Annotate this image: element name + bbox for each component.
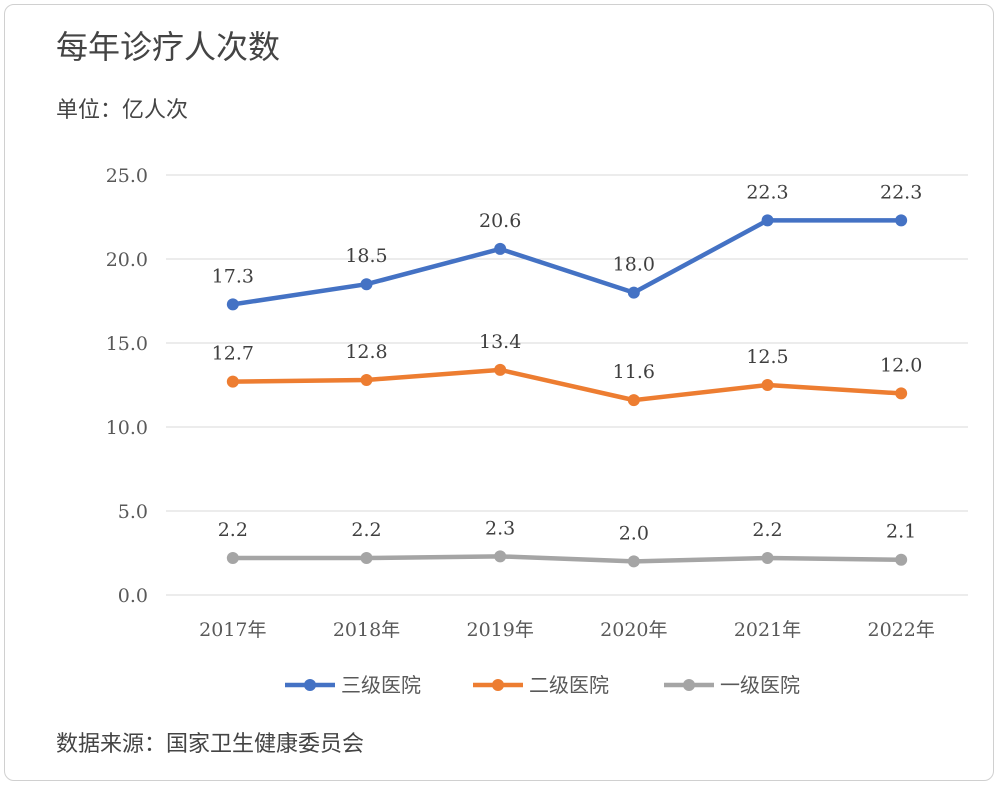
series-line-二级医院 — [232, 367, 902, 403]
data-label: 12.0 — [880, 354, 922, 376]
data-point — [360, 278, 373, 291]
data-label: 12.7 — [212, 343, 254, 365]
data-point — [360, 373, 373, 386]
data-point — [627, 555, 640, 568]
data-label: 18.0 — [613, 254, 655, 276]
x-tick-label: 2019年 — [466, 619, 533, 641]
legend-label: 三级医院 — [341, 673, 421, 697]
y-tick-label: 15.0 — [106, 333, 148, 355]
data-point — [895, 214, 908, 227]
y-tick-label: 10.0 — [106, 417, 148, 439]
x-tick-label: 2017年 — [199, 619, 266, 641]
data-point — [895, 553, 908, 566]
data-point — [360, 552, 373, 565]
x-tick-label: 2022年 — [867, 619, 934, 641]
legend-marker — [304, 679, 316, 691]
y-tick-label: 0.0 — [118, 585, 148, 607]
source-note: 数据来源：国家卫生健康委员会 — [56, 732, 365, 757]
data-label: 13.4 — [479, 331, 521, 353]
data-label: 12.5 — [746, 346, 788, 368]
data-label: 2.0 — [619, 522, 649, 544]
x-tick-label: 2021年 — [734, 619, 801, 641]
data-label: 20.6 — [479, 210, 521, 232]
data-label: 22.3 — [880, 181, 922, 203]
data-label: 2.2 — [351, 519, 381, 541]
data-label: 2.2 — [752, 519, 782, 541]
data-label: 11.6 — [613, 361, 655, 383]
data-label: 2.2 — [218, 519, 248, 541]
data-point — [494, 363, 507, 376]
legend-label: 二级医院 — [529, 673, 609, 697]
y-tick-label: 5.0 — [118, 501, 148, 523]
legend-marker — [683, 679, 695, 691]
data-label: 12.8 — [345, 341, 387, 363]
data-label: 17.3 — [212, 265, 254, 287]
legend-label: 一级医院 — [720, 673, 800, 697]
series-line-三级医院 — [232, 218, 902, 307]
data-point — [627, 286, 640, 299]
data-point — [494, 242, 507, 255]
data-point — [895, 387, 908, 400]
data-label: 22.3 — [746, 181, 788, 203]
chart-title: 每年诊疗人次数 — [56, 28, 281, 66]
x-tick-label: 2018年 — [333, 619, 400, 641]
legend-marker — [492, 679, 504, 691]
chart-frame — [4, 4, 994, 781]
data-point — [226, 552, 239, 565]
data-label: 18.5 — [345, 245, 387, 267]
data-label: 2.1 — [886, 521, 916, 543]
data-point — [761, 379, 774, 391]
data-point — [494, 550, 507, 563]
data-point — [627, 394, 640, 407]
x-tick-label: 2020年 — [600, 619, 667, 641]
y-tick-label: 20.0 — [106, 249, 148, 271]
data-point — [226, 375, 239, 388]
unit-label: 单位：亿人次 — [56, 98, 189, 123]
y-tick-label: 25.0 — [106, 165, 148, 187]
data-point — [761, 214, 774, 227]
data-label: 2.3 — [485, 517, 515, 539]
series-line-一级医院 — [232, 554, 902, 564]
data-point — [226, 298, 239, 311]
data-point — [761, 552, 774, 565]
